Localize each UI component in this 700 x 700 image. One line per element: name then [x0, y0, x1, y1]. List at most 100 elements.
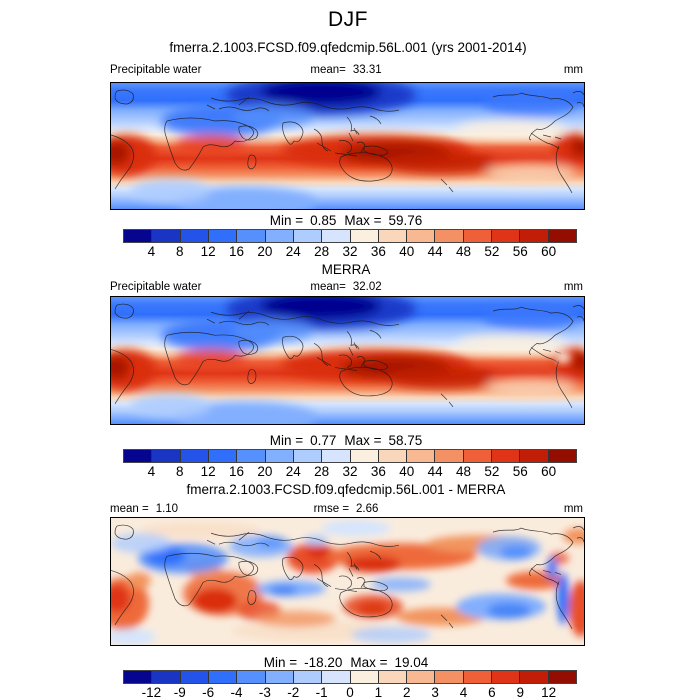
- colorbar-tick-label: 60: [541, 464, 557, 479]
- colorbar-tick-label: 9: [516, 685, 525, 700]
- diff-map-plot: [111, 518, 584, 645]
- colorbar-tick-label: 8: [175, 464, 184, 479]
- colorbar-segment: [520, 450, 549, 462]
- colorbar-segment: [152, 450, 181, 462]
- colorbar-segment: [407, 450, 436, 462]
- mean-stat-model: mean= 33.31: [310, 64, 381, 76]
- colorbar-tick-label: 48: [455, 244, 472, 259]
- model-map-plot: [111, 83, 584, 209]
- colorbar-tick-label: 3: [431, 685, 439, 700]
- colorbar-tick-label: 4: [147, 244, 156, 259]
- minmax-diff: Min = -18.20 Max = 19.04: [264, 655, 429, 670]
- colorbar-tick-label: 52: [484, 464, 500, 479]
- colorbar-segment: [378, 230, 408, 242]
- colorbar-ticks: -12 -9 -6 -4 -3 -2 -1 0 1 2 3 4 6 9 12: [123, 685, 577, 700]
- colorbar-tick-label: 4: [147, 464, 156, 479]
- mean-label: mean =: [110, 503, 149, 515]
- colorbar-tick-label: 36: [370, 244, 386, 259]
- colorbar-tick-label: -6: [202, 685, 215, 700]
- colorbar-model: 4 8 12 16 20 24 28 32 36 40 44 48 52 56 60: [123, 229, 577, 260]
- minmax-obs: Min = 0.77 Max = 58.75: [270, 433, 423, 448]
- colorbar-tick-label: -12: [141, 685, 162, 700]
- colorbar-tick-label: 32: [342, 464, 358, 479]
- colorbar-segment: [208, 450, 238, 462]
- colorbar-segment: [208, 230, 238, 242]
- min-value: 0.85: [310, 213, 337, 228]
- colorbar-segment: [407, 671, 436, 683]
- max-value: 19.04: [394, 655, 429, 670]
- colorbar-segment: [237, 671, 266, 683]
- max-label: Max =: [344, 433, 382, 448]
- colorbar-segment: [293, 230, 323, 242]
- colorbar-segment: [350, 671, 379, 683]
- colorbar-tick-label: 16: [228, 244, 245, 259]
- model-map: [110, 82, 585, 210]
- colorbar-segment: [548, 450, 576, 462]
- units-label-model: mm: [563, 64, 583, 76]
- colorbar-tick-label: 36: [370, 464, 386, 479]
- colorbar-tick-label: 2: [402, 685, 411, 700]
- colorbar-segment: [265, 671, 294, 683]
- colorbar-segment: [265, 450, 294, 462]
- colorbar-segment: [378, 671, 408, 683]
- units-label-obs: mm: [563, 281, 583, 293]
- colorbar-segment: [237, 450, 266, 462]
- colorbar-segment: [463, 230, 493, 242]
- units-label-diff: mm: [563, 503, 583, 515]
- colorbar-ticks: 4 8 12 16 20 24 28 32 36 40 44 48 52 56 60: [123, 244, 577, 260]
- colorbar-tick-label: 44: [427, 464, 443, 479]
- colorbar-obs: 4 8 12 16 20 24 28 32 36 40 44 48 52 56 60: [123, 449, 577, 480]
- colorbar-segment: [378, 450, 408, 462]
- max-value: 59.76: [388, 213, 423, 228]
- min-label: Min =: [263, 655, 298, 670]
- colorbar-tick-label: 28: [314, 244, 330, 259]
- colorbar-tick-label: 44: [427, 244, 443, 259]
- rmse-value: 2.66: [356, 503, 379, 515]
- mean-label: mean=: [310, 281, 346, 293]
- colorbar-tick-label: -3: [258, 685, 271, 700]
- colorbar-segment: [293, 671, 323, 683]
- colorbar-tick-label: 60: [541, 244, 557, 259]
- colorbar-diff: -12 -9 -6 -4 -3 -2 -1 0 1 2 3 4 6 9 12: [123, 670, 577, 700]
- season-title: DJF: [328, 8, 368, 31]
- mean-stat-obs: mean= 32.02: [310, 281, 381, 293]
- mean-value: 1.10: [155, 503, 179, 515]
- colorbar-strip: [123, 449, 577, 463]
- colorbar-segment: [435, 450, 464, 462]
- colorbar-segment: [237, 230, 266, 242]
- colorbar-segment: [492, 671, 521, 683]
- colorbar-tick-label: 52: [484, 244, 500, 259]
- colorbar-segment: [265, 230, 294, 242]
- colorbar-segment: [520, 230, 549, 242]
- colorbar-tick-label: 56: [512, 464, 528, 479]
- colorbar-segment: [407, 230, 436, 242]
- colorbar-tick-label: -4: [230, 685, 243, 700]
- colorbar-segment: [520, 671, 549, 683]
- min-label: Min =: [269, 433, 304, 448]
- colorbar-segment: [124, 671, 153, 683]
- mean-label: mean=: [310, 64, 346, 76]
- max-value: 58.75: [388, 433, 423, 448]
- colorbar-tick-label: 56: [512, 244, 528, 259]
- colorbar-tick-label: 20: [257, 244, 273, 259]
- mean-value: 32.02: [352, 281, 382, 293]
- rmse-label: rmse =: [313, 503, 350, 515]
- colorbar-segment: [180, 230, 209, 242]
- colorbar-segment: [350, 230, 379, 242]
- rmse-stat-diff: rmse = 2.66: [314, 503, 379, 515]
- diff-title: fmerra.2.1003.FCSD.f09.qfedcmip.56L.001 …: [186, 482, 506, 497]
- colorbar-tick-label: 40: [399, 464, 415, 479]
- colorbar-segment: [492, 450, 521, 462]
- min-value: -18.20: [304, 655, 343, 670]
- colorbar-segment: [548, 671, 576, 683]
- colorbar-tick-label: 4: [459, 685, 468, 700]
- colorbar-tick-label: 20: [257, 464, 273, 479]
- colorbar-segment: [435, 230, 464, 242]
- colorbar-segment: [152, 671, 181, 683]
- colorbar-segment: [435, 671, 464, 683]
- colorbar-tick-label: 28: [314, 464, 330, 479]
- colorbar-tick-label: 6: [488, 685, 496, 700]
- colorbar-segment: [463, 450, 493, 462]
- obs-map: [110, 296, 585, 425]
